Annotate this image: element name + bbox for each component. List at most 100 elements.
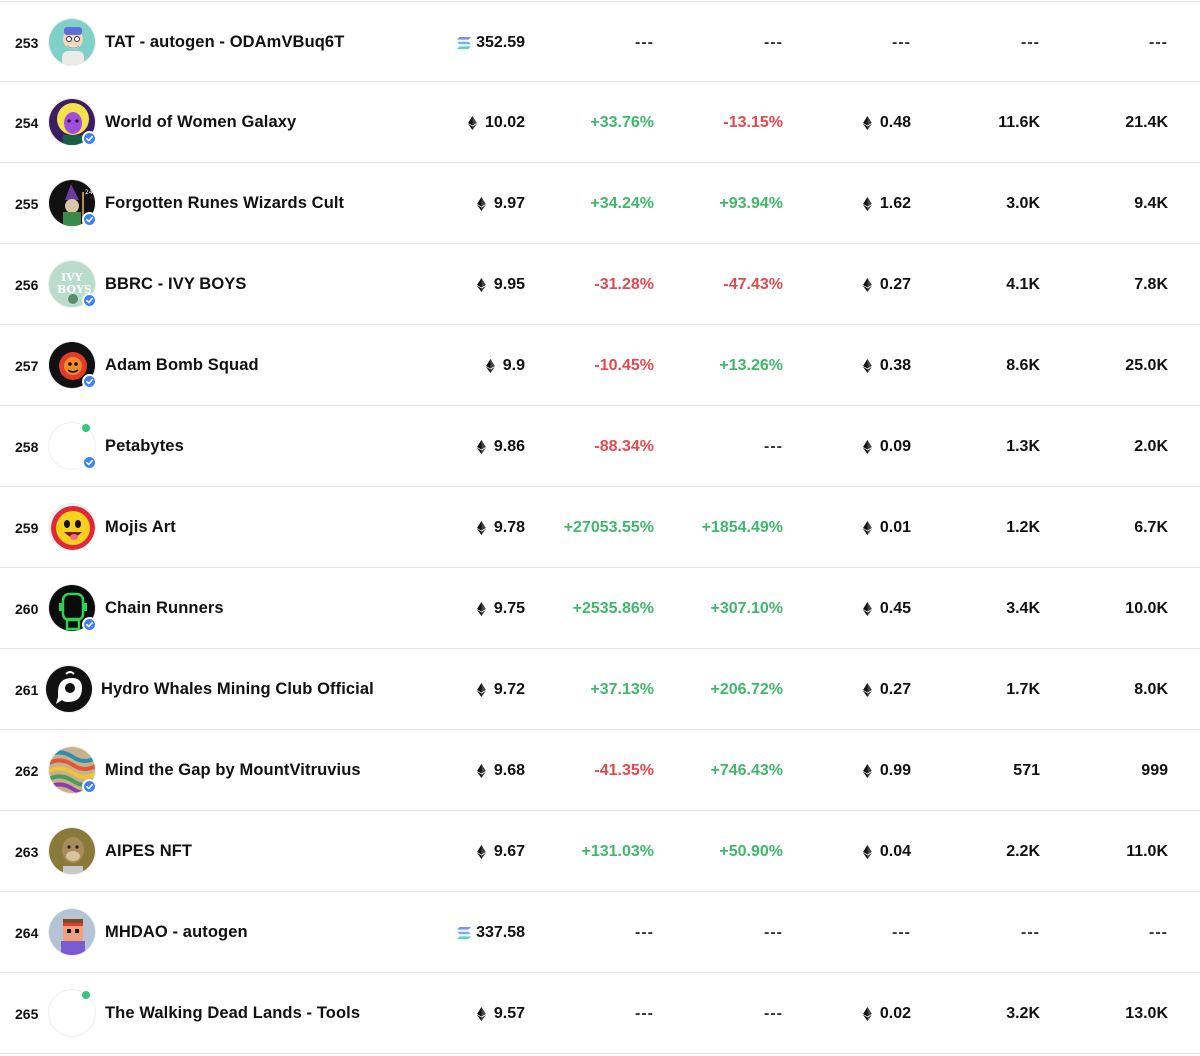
change-7d: +13.26% (719, 356, 783, 374)
floor-price-value: 0.48 (879, 113, 911, 131)
volume-value: 9.97 (493, 194, 525, 212)
floor-price-cell: --- (892, 892, 911, 973)
table-row[interactable]: 264 MHDAO - autogen 337.58 --- --- --- --- --- (0, 892, 1200, 973)
collection-avatar[interactable] (48, 98, 97, 146)
floor-price-value: --- (892, 33, 911, 51)
table-row[interactable]: 253 TAT - autogen - ODAmVBuq6T 352.59 --- --… (0, 1, 1200, 82)
collection-name[interactable]: AIPES NFT (105, 842, 193, 860)
volume-cell: 9.95 (476, 244, 525, 325)
collection-avatar[interactable] (48, 503, 96, 551)
collection-avatar[interactable] (48, 746, 97, 794)
collection-avatar[interactable] (48, 422, 97, 470)
floor-price-cell: 0.09 (862, 406, 911, 487)
collection-avatar[interactable] (48, 827, 96, 875)
rank-number: 260 (15, 600, 39, 617)
owners-count: 3.4K (1006, 599, 1040, 617)
avatar-image (48, 908, 96, 956)
rank-number: 263 (15, 843, 39, 860)
table-row[interactable]: 257 Adam Bomb Squad 9.9 -10.45% +13.26% 0.38 8… (0, 325, 1200, 406)
collection-avatar[interactable] (48, 341, 97, 389)
collection-name[interactable]: Petabytes (105, 437, 184, 455)
floor-price-value: 0.02 (879, 1004, 911, 1022)
collection-avatar[interactable] (48, 989, 96, 1037)
change-24h: +27053.55% (563, 518, 654, 536)
collection-name[interactable]: BBRC - IVY BOYS (105, 275, 247, 293)
table-row[interactable]: 254 World of Women Galaxy 10.02 +33.76% -13.… (0, 82, 1200, 163)
collection-name[interactable]: World of Women Galaxy (105, 113, 297, 131)
table-row[interactable]: 265 The Walking Dead Lands - Tools 9.57 ---… (0, 973, 1200, 1054)
collection-name[interactable]: TAT - autogen - ODAmVBuq6T (105, 33, 345, 51)
change-7d: --- (764, 33, 783, 51)
volume-value: 337.58 (476, 923, 525, 941)
verified-badge-icon (82, 779, 97, 794)
table-row[interactable]: 262 Mind the Gap by MountVitruvius 9.68 -41… (0, 730, 1200, 811)
change-7d: +307.10% (710, 599, 783, 617)
table-row[interactable]: 260 Chain Runners 9.75 +2535.86% +307.10% 0.4… (0, 568, 1200, 649)
change-24h: --- (635, 33, 654, 51)
collection-avatar[interactable] (48, 908, 96, 956)
rank-number: 253 (15, 34, 39, 51)
rank-number: 261 (15, 681, 39, 698)
collection-avatar[interactable] (45, 665, 93, 713)
collection-avatar[interactable] (48, 18, 96, 66)
floor-price-cell: 0.27 (862, 244, 911, 325)
collection-name[interactable]: The Walking Dead Lands - Tools (105, 1004, 361, 1022)
floor-price-cell: --- (892, 2, 911, 83)
collection-name[interactable]: Adam Bomb Squad (105, 356, 259, 374)
owners-count: 4.1K (1006, 275, 1040, 293)
table-row[interactable]: 259 Mojis Art 9.78 +27053.55% +1854.49% 0.01 1… (0, 487, 1200, 568)
svg-text:IVY: IVY (61, 271, 83, 284)
volume-cell: 9.72 (476, 649, 525, 730)
table-row[interactable]: 263 AIPES NFT 9.67 +131.03% +50.90% 0.04 2.2K 1… (0, 811, 1200, 892)
solana-icon (457, 926, 472, 939)
collection-avatar[interactable]: IVY BOYS (48, 260, 97, 308)
items-count: 21.4K (1125, 113, 1168, 131)
floor-price-value: 1.62 (879, 194, 911, 212)
collection-name[interactable]: Hydro Whales Mining Club Official (101, 680, 374, 698)
collection-name[interactable]: Forgotten Runes Wizards Cult (105, 194, 345, 212)
floor-price-value: 0.99 (879, 761, 911, 779)
items-count: 11.0K (1126, 842, 1168, 860)
avatar-image (48, 746, 96, 794)
change-24h: +2535.86% (572, 599, 654, 617)
owners-count: 3.2K (1006, 1004, 1040, 1022)
volume-value: 9.95 (493, 275, 525, 293)
table-row[interactable]: 261 Hydro Whales Mining Club Official 9.72… (0, 649, 1200, 730)
ethereum-icon (862, 601, 872, 616)
volume-cell: 9.57 (476, 973, 525, 1054)
ethereum-icon (476, 196, 486, 211)
avatar-image (45, 665, 93, 713)
change-7d: -47.43% (723, 275, 783, 293)
floor-price-cell: 0.04 (862, 811, 911, 892)
floor-price-value: 0.04 (879, 842, 911, 860)
ethereum-icon (862, 520, 872, 535)
change-24h: -10.45% (594, 356, 654, 374)
volume-value: 9.68 (493, 761, 525, 779)
collection-name[interactable]: Mind the Gap by MountVitruvius (105, 761, 361, 779)
table-row[interactable]: 255 24 Forgotten Runes Wizards Cult 9.97 +34… (0, 163, 1200, 244)
owners-count: 571 (1013, 761, 1040, 779)
rank-number: 255 (15, 195, 39, 212)
change-24h: --- (635, 1004, 654, 1022)
collection-avatar[interactable] (48, 584, 97, 632)
ethereum-icon (862, 763, 872, 778)
avatar-image (48, 827, 96, 875)
collection-name[interactable]: Mojis Art (105, 518, 176, 536)
items-count: 999 (1141, 761, 1168, 779)
collection-name[interactable]: MHDAO - autogen (105, 923, 248, 941)
owners-count: 11.6K (998, 113, 1040, 131)
ethereum-icon (476, 1006, 486, 1021)
status-dot-icon (82, 991, 90, 999)
items-count: 13.0K (1125, 1004, 1168, 1022)
owners-count: 1.2K (1006, 518, 1040, 536)
volume-cell: 9.9 (485, 325, 525, 406)
floor-price-value: 0.01 (879, 518, 911, 536)
owners-count: 1.7K (1006, 680, 1040, 698)
collection-avatar[interactable]: 24 (48, 179, 97, 227)
volume-cell: 352.59 (457, 2, 525, 83)
owners-count: --- (1021, 923, 1040, 941)
table-row[interactable]: 256 IVY BOYS BBRC - IVY BOYS 9.95 -31.28% -47.… (0, 244, 1200, 325)
collection-name[interactable]: Chain Runners (105, 599, 224, 617)
table-row[interactable]: 258 Petabytes 9.86 -88.34% --- 0.09 1.3K 2.0K (0, 406, 1200, 487)
